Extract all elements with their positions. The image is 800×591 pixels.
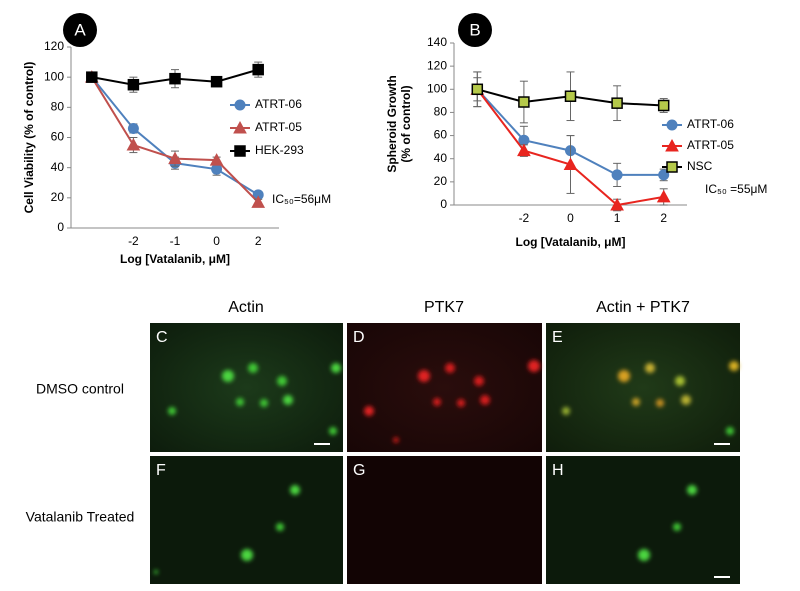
marker	[471, 83, 484, 96]
legend-label: HEK-293	[255, 143, 304, 157]
y-tick-label: 120	[427, 58, 447, 72]
marker	[563, 157, 578, 170]
y-tick-label: 40	[51, 160, 65, 174]
image-panel	[347, 456, 542, 584]
scale-bar	[314, 443, 330, 445]
legend-label: ATRT-06	[255, 97, 302, 111]
series	[86, 61, 264, 93]
microscopy-grid: Actin PTK7 Actin + PTK7 DMSO control Vat…	[26, 299, 740, 584]
y-tick-label: 80	[51, 100, 65, 114]
y-tick-label: 40	[434, 151, 448, 165]
marker	[252, 63, 264, 76]
marker	[209, 153, 224, 166]
y-tick-label: 0	[57, 220, 64, 234]
panel-letter: D	[353, 329, 365, 346]
marker	[234, 99, 246, 111]
scale-bar	[714, 576, 730, 578]
x-tick-label: -1	[170, 234, 181, 248]
y-tick-label: 0	[440, 197, 447, 211]
legend-label: ATRT-05	[255, 120, 302, 134]
row-label: DMSO control	[36, 381, 124, 397]
marker	[564, 90, 577, 102]
x-tick-label: 1	[614, 211, 621, 225]
panel-letter: F	[156, 462, 166, 479]
x-tick-label: -2	[519, 211, 530, 225]
marker	[517, 143, 531, 157]
image-panel	[150, 456, 343, 584]
marker	[251, 195, 266, 208]
x-axis-title: Log [Vatalanib, μM]	[515, 235, 625, 249]
marker	[666, 119, 678, 131]
scale-bar	[714, 443, 730, 445]
y-tick-label: 80	[434, 105, 448, 119]
x-axis-title: Log [Vatalanib, μM]	[120, 252, 230, 266]
marker	[169, 72, 181, 85]
cells	[154, 360, 739, 574]
marker	[211, 163, 223, 175]
image-panel	[546, 323, 740, 452]
marker	[234, 145, 246, 157]
y-tick-label: 100	[44, 69, 64, 83]
image-panel	[150, 323, 343, 452]
marker	[168, 151, 182, 165]
x-tick-label: 0	[567, 211, 574, 225]
y-axis-title: Cell Viability (% of control)	[22, 62, 36, 214]
marker	[126, 137, 141, 151]
column-header: Actin	[228, 299, 264, 316]
marker	[666, 161, 678, 173]
y-axis-title: Spheroid Growth	[385, 75, 399, 172]
marker	[518, 96, 530, 108]
y-tick-label: 140	[427, 35, 447, 49]
panel-letter: C	[156, 329, 168, 346]
x-tick-label: 2	[660, 211, 667, 225]
panel-letter: E	[552, 329, 563, 346]
panel-letter: H	[552, 462, 564, 479]
y-tick-label: 120	[44, 39, 64, 53]
x-tick-label: 2	[255, 234, 262, 248]
marker	[127, 78, 140, 91]
column-header: PTK7	[424, 299, 464, 316]
y-tick-label: 20	[434, 174, 448, 188]
series	[84, 70, 266, 208]
column-header: Actin + PTK7	[596, 299, 690, 316]
marker	[210, 75, 223, 88]
panel-label: B	[469, 20, 480, 39]
legend-label: ATRT-06	[687, 117, 734, 131]
marker	[86, 71, 98, 83]
series-line	[90, 76, 259, 204]
panel-badge	[458, 13, 492, 47]
y-tick-label: 60	[51, 130, 65, 144]
y-tick-label: 60	[434, 128, 448, 142]
annotation: IC₅₀ =55μM	[705, 182, 767, 196]
y-tick-label: 100	[427, 81, 447, 95]
marker	[233, 120, 247, 134]
image-panel	[347, 323, 542, 452]
y-tick-label: 20	[51, 190, 65, 204]
marker	[665, 138, 679, 152]
marker	[611, 97, 623, 109]
marker	[657, 99, 670, 112]
x-tick-label: 0	[213, 234, 220, 248]
annotation: IC₅₀=56μM	[272, 192, 331, 206]
series	[471, 71, 670, 124]
panel-badge	[63, 13, 97, 47]
marker	[127, 122, 139, 134]
legend-label: ATRT-05	[687, 138, 734, 152]
marker	[611, 169, 623, 181]
row-label: Vatalanib Treated	[26, 509, 135, 525]
image-panel	[546, 456, 740, 584]
marker	[656, 189, 671, 203]
legend-label: NSC	[687, 159, 713, 173]
marker	[610, 197, 624, 211]
x-tick-label: -2	[128, 234, 139, 248]
panel-label: A	[74, 20, 86, 39]
marker	[658, 169, 670, 181]
panel-letter: G	[353, 462, 365, 479]
y-axis-title: (% of control)	[399, 85, 413, 162]
